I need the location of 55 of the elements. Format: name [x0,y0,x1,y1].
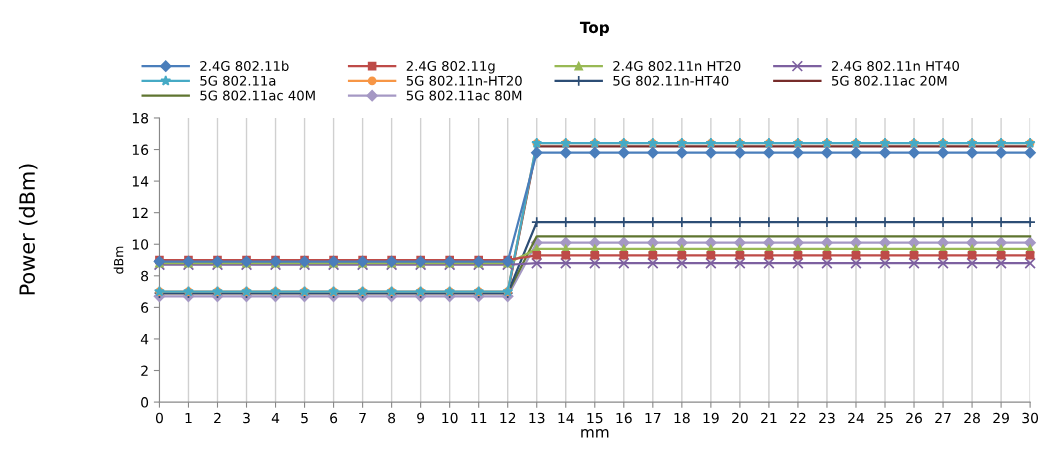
y-tick-label: 6 [141,302,149,313]
y-tick-label: 0 [141,397,149,408]
x-tick-label: 13 [529,412,545,424]
legend-label: 5G 802.11ac 40M [200,90,315,101]
x-tick-label: 29 [993,412,1009,424]
text: Power (dBm) [18,164,38,295]
y-tick-label: 12 [132,207,148,218]
x-tick-label: 12 [500,412,516,424]
x-tick-label: 3 [243,412,250,424]
legend-label: 5G 802.11n-HT40 [613,75,729,86]
x-tick-label: 24 [848,412,865,424]
x-tick-label: 23 [819,412,835,424]
y-tick-label: 10 [132,239,149,250]
y-axis-title: dBm [113,246,124,274]
x-tick-label: 1 [185,412,192,424]
x-tick-label: 0 [155,412,163,424]
x-tick-label: 9 [417,412,425,424]
x-tick-label: 18 [674,412,690,424]
x-tick-label: 25 [877,412,893,424]
x-tick-label: 21 [761,412,777,424]
y-tick-label: 4 [140,334,149,345]
legend-label: 2.4G 802.11g [406,60,495,74]
x-tick-label: 2 [214,412,221,424]
x-tick-label: 26 [906,412,922,424]
legend-label: 5G 802.11a [200,75,276,86]
x-tick-label: 30 [1022,412,1039,424]
x-tick-label: 4 [271,412,280,424]
y-tick-label: 14 [132,176,149,187]
x-tick-label: 20 [732,412,748,424]
legend-label: 2.4G 802.11n HT40 [831,60,959,71]
x-tick-label: 6 [330,412,338,424]
y-tick-label: 8 [141,270,149,282]
legend-label: 2.4G 802.11b [200,60,289,71]
legend-label: 5G 802.11ac 20M [832,75,947,86]
x-tick-label: 16 [616,412,632,424]
x-tick-label: 10 [442,412,458,424]
x-tick-label: 17 [645,412,661,424]
x-tick-label: 19 [703,412,719,424]
x-tick-label: 28 [964,412,980,424]
x-tick-label: 14 [558,412,574,424]
x-tick-label: 5 [301,412,308,424]
chart-title: Top [579,21,610,37]
y-tick-label: 2 [141,365,148,376]
legend-label: 5G 802.11ac 80M [406,90,522,101]
x-tick-label: 15 [587,412,603,424]
x-tick-label: 7 [359,412,366,424]
x-tick-label: 8 [388,412,396,424]
x-tick-label: 27 [935,412,951,424]
legend-label: 5G 802.11n-HT20 [406,75,522,86]
y-tick-label: 18 [132,112,149,124]
legend-label: 2.4G 802.11n HT20 [613,60,741,71]
x-axis-title: mm [581,429,609,438]
y-tick-label: 16 [132,144,149,156]
x-tick-label: 22 [790,412,806,424]
x-tick-label: 11 [471,412,487,424]
